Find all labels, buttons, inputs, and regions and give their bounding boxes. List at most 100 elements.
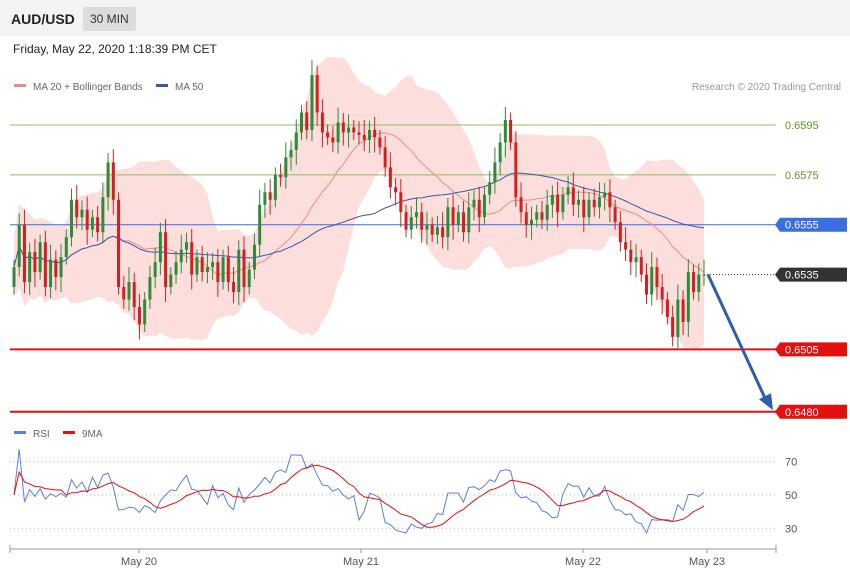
candle-body — [394, 187, 398, 193]
candle-body — [608, 192, 612, 208]
candle-body — [310, 75, 314, 130]
legend-ma20-swatch — [14, 84, 26, 87]
candle-body — [70, 199, 73, 238]
rsi-level-label: 70 — [785, 457, 797, 469]
candle-body — [315, 75, 319, 113]
candle-body — [561, 194, 565, 213]
candle-body — [655, 267, 659, 288]
candle-body — [252, 244, 256, 270]
time-axis-label: May 22 — [565, 556, 601, 568]
candle-body — [352, 127, 356, 133]
candle-body — [357, 132, 361, 135]
candle-body — [190, 242, 194, 275]
candle-body — [577, 199, 581, 205]
time-axis-label: May 20 — [121, 556, 157, 568]
candle-body — [373, 129, 377, 138]
level-label-0.6575: 0.6575 — [785, 170, 819, 182]
rsi-ma-line — [13, 464, 705, 528]
candle-body — [64, 237, 68, 258]
candle-body — [477, 199, 481, 218]
candle-body — [498, 142, 502, 163]
candle-body — [556, 194, 560, 213]
candle-body — [268, 192, 272, 200]
level-label-0.6505: 0.6505 — [785, 344, 819, 356]
time-axis-label: May 23 — [689, 556, 725, 568]
level-badge-0.6555 — [775, 217, 847, 232]
timeframe-button[interactable]: 30 MIN — [83, 7, 136, 31]
candle-body — [378, 137, 382, 148]
candle-body — [43, 242, 47, 288]
candle-body — [446, 207, 450, 238]
candle-body — [519, 197, 523, 213]
candle-body — [592, 199, 596, 208]
candle-body — [613, 207, 617, 223]
candle-body — [503, 119, 507, 143]
candle-body — [111, 162, 115, 200]
candle-body — [571, 187, 575, 205]
candle-body — [174, 262, 178, 275]
rsi-panel: 70 50 30 — [10, 449, 797, 535]
candle-body — [237, 249, 241, 293]
legend-rsi-ma-marker — [63, 431, 75, 434]
candle-body — [639, 257, 643, 275]
instrument-header: AUD/USD 30 MIN — [0, 0, 850, 36]
ma50-line — [13, 172, 705, 268]
candle-body — [587, 199, 591, 218]
time-axis: May 20 May 21 May 22 May 23 — [9, 545, 777, 568]
candle-body — [232, 282, 236, 293]
candle-body — [603, 192, 607, 198]
candle-body — [671, 316, 675, 337]
candle-body — [49, 259, 53, 288]
candle-body — [404, 212, 408, 230]
candle-body — [279, 174, 283, 178]
candle-body — [660, 287, 664, 300]
legend-ma50-label: MA 50 — [175, 82, 204, 93]
candle-body — [28, 252, 32, 283]
candle-body — [550, 194, 554, 205]
time-axis-label: May 21 — [343, 556, 379, 568]
candle-body — [284, 157, 288, 178]
candle-body — [509, 119, 513, 143]
candle-body — [294, 132, 298, 150]
level-badge-0.6480 — [775, 404, 847, 419]
candle-body — [90, 217, 94, 230]
candle-body — [524, 212, 528, 225]
candle-body — [59, 257, 63, 278]
bollinger-band-area — [14, 57, 704, 349]
candle-body — [462, 212, 466, 233]
candle-body — [38, 242, 42, 273]
candle-body — [488, 182, 492, 195]
candle-body — [22, 224, 26, 283]
candle-body — [341, 122, 345, 133]
candle-body — [185, 242, 188, 250]
level-label-0.6535: 0.6535 — [785, 270, 819, 282]
level-labels: 0.6595 0.6575 0.6555 0.6535 0.6505 0.6480 — [775, 120, 847, 419]
candle-body — [258, 204, 262, 245]
candle-body — [132, 282, 136, 308]
legend-rsi-label: RSI — [33, 429, 50, 440]
candle-body — [665, 299, 669, 317]
candle-body — [686, 272, 690, 322]
candle-body — [650, 267, 654, 295]
candle-body — [415, 212, 418, 218]
candle-body — [629, 249, 633, 263]
candle-body — [336, 122, 340, 143]
candle-body — [634, 257, 638, 263]
candle-body — [530, 219, 533, 225]
candle-body — [624, 242, 628, 250]
candle-body — [540, 212, 544, 220]
candle-body — [545, 204, 549, 220]
candle-body — [702, 274, 706, 276]
candle-body — [362, 134, 366, 140]
candle-body — [472, 199, 476, 208]
candle-body — [96, 217, 100, 233]
candle-body — [127, 282, 131, 300]
level-lines — [10, 124, 776, 413]
legend-ma20-label: MA 20 + Bollinger Bands — [33, 82, 143, 93]
candle-body — [618, 222, 622, 243]
candle-body — [326, 132, 330, 138]
candle-body — [467, 207, 471, 233]
candle-body — [75, 199, 79, 218]
candle-body — [383, 147, 387, 168]
